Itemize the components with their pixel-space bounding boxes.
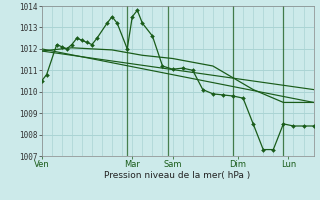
X-axis label: Pression niveau de la mer( hPa ): Pression niveau de la mer( hPa ): [104, 171, 251, 180]
